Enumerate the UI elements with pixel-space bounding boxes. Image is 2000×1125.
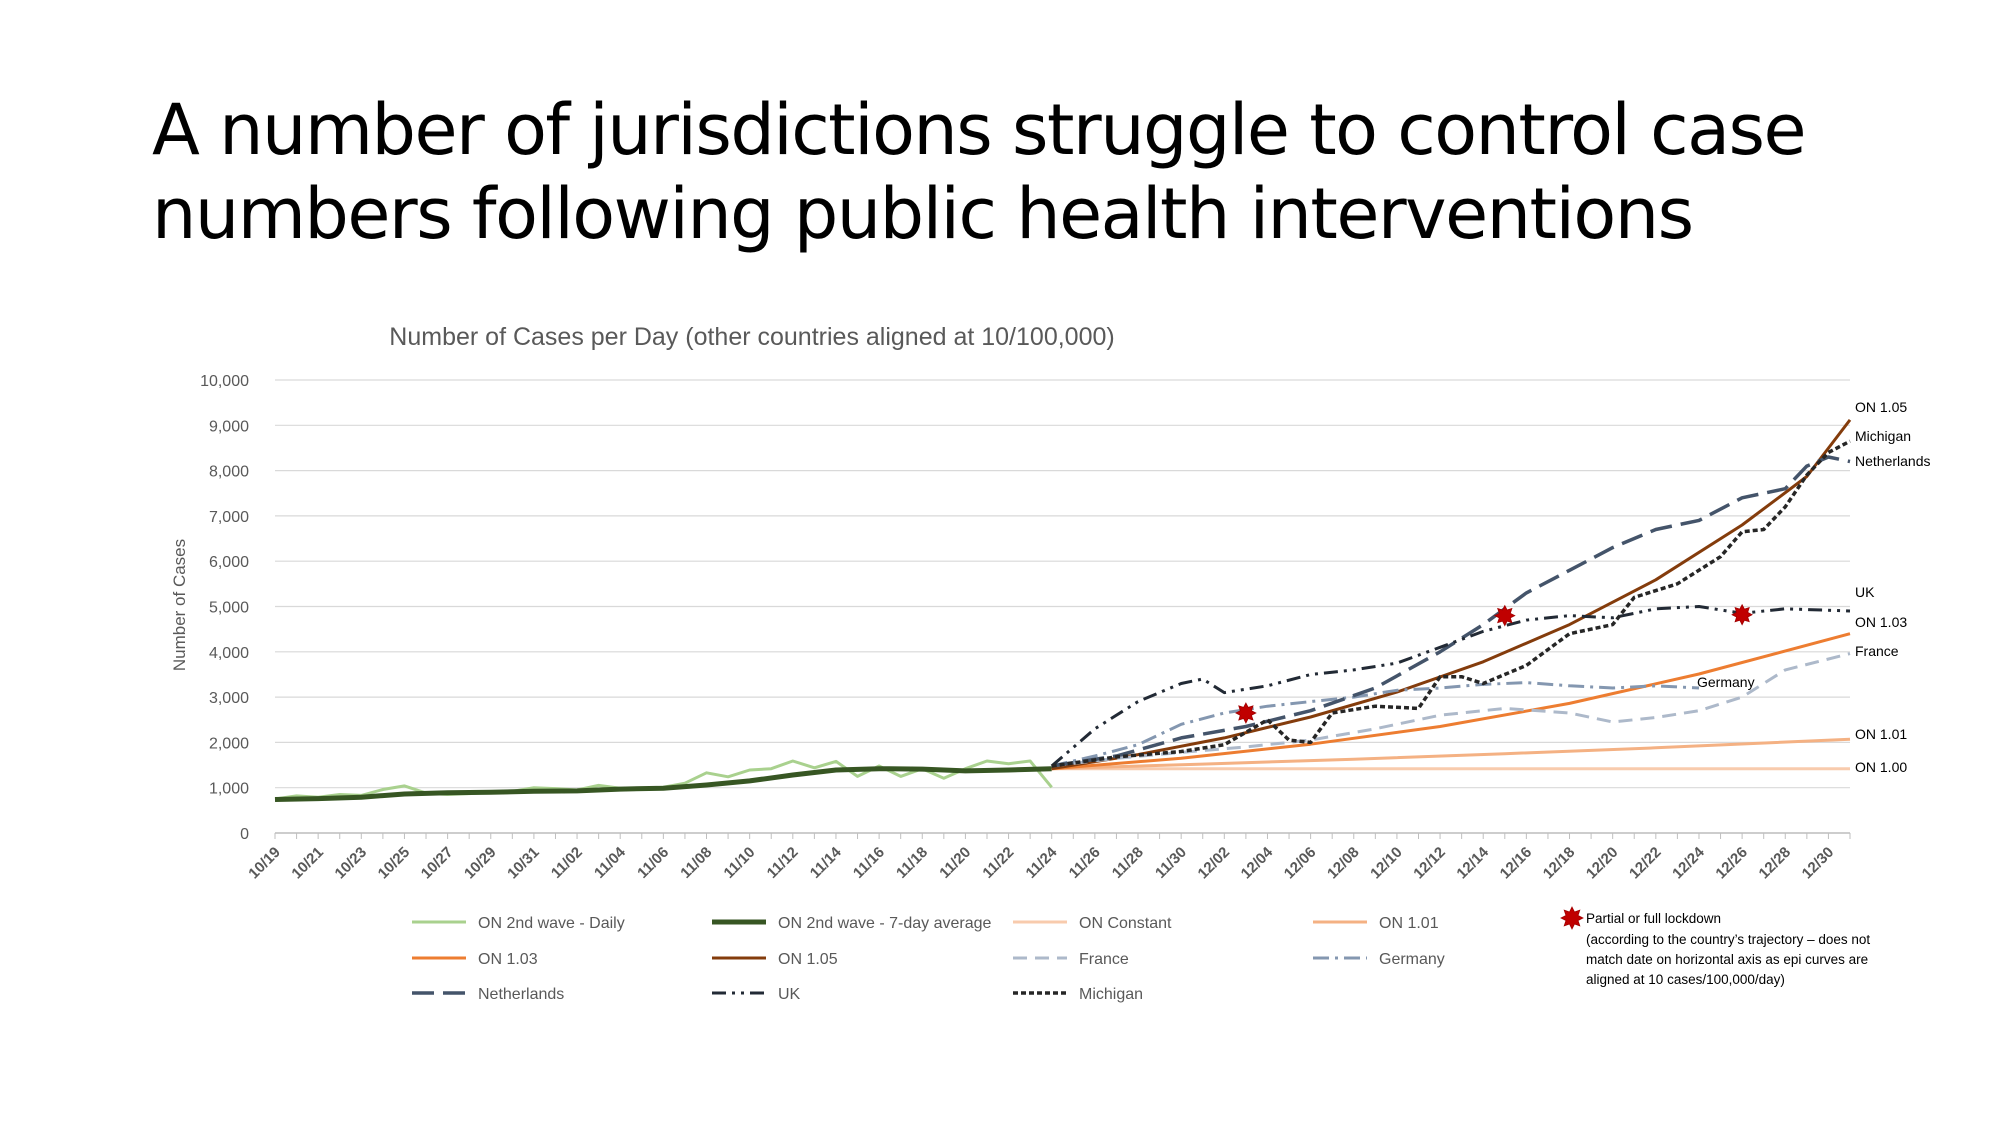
y-axis-label: Number of Cases [170, 539, 189, 671]
legend-lockdown-note: aligned at 10 cases/100,000/day) [1586, 972, 1785, 987]
y-tick-label: 6,000 [209, 554, 249, 571]
x-tick-label: 12/16 [1497, 844, 1536, 883]
x-tick-label: 12/12 [1410, 844, 1449, 883]
y-tick-label: 8,000 [209, 464, 249, 481]
x-tick-label: 12/24 [1669, 843, 1708, 882]
chart-title: Number of Cases per Day (other countries… [389, 323, 1114, 351]
x-tick-label: 10/27 [418, 844, 457, 883]
slide-title: A number of jurisdictions struggle to co… [152, 88, 1912, 256]
y-tick-label: 10,000 [200, 373, 249, 390]
lockdown-marker [1493, 604, 1516, 627]
end-labels: ON 1.00 ON 1.01 ON 1.03 ON 1.05 France German… [1697, 399, 1931, 775]
legend-label-on-1-01: ON 1.01 [1379, 915, 1439, 932]
series-line-uk [1050, 605, 1851, 768]
x-tick-label: 11/16 [850, 844, 888, 882]
x-tick-label: 11/22 [979, 844, 1017, 882]
end-label-netherlands: Netherlands [1855, 453, 1931, 469]
x-tick-label: 12/04 [1238, 843, 1277, 882]
x-tick-label: 12/30 [1799, 844, 1838, 883]
end-label-michigan: Michigan [1855, 428, 1911, 444]
legend-label-michigan: Michigan [1079, 986, 1143, 1003]
x-tick-label: 11/30 [1152, 844, 1190, 882]
legend-label-netherlands: Netherlands [478, 986, 564, 1003]
x-tick-label: 11/26 [1066, 844, 1104, 882]
series-line-on-1-05 [1051, 418, 1852, 771]
lockdown-marker [1731, 603, 1753, 626]
x-tick-label: 10/21 [288, 844, 327, 883]
series-line-on-2nd-wave-7-day-average [274, 766, 1052, 802]
x-tick-label: 12/28 [1756, 844, 1795, 883]
series-line-france [1051, 652, 1851, 768]
x-tick-label: 11/04 [591, 843, 629, 881]
y-tick-label: 0 [240, 826, 249, 843]
y-tick-label: 2,000 [209, 735, 249, 752]
series-line-on-1-01 [1051, 737, 1851, 771]
legend-label-on-1-03: ON 1.03 [478, 951, 538, 968]
x-tick-label: 11/20 [936, 844, 974, 882]
y-tick-label: 3,000 [209, 690, 249, 707]
y-tick-label: 7,000 [209, 509, 249, 526]
x-tick-label: 11/18 [893, 844, 931, 882]
y-tick-label: 1,000 [209, 781, 249, 798]
legend: ON 2nd wave - Daily ON 2nd wave - 7-day a… [412, 906, 1870, 1003]
legend-label-uk: UK [778, 986, 801, 1003]
y-tick-label: 5,000 [209, 600, 249, 617]
end-label-uk: UK [1855, 584, 1875, 600]
legend-lockdown-label: Partial or full lockdown [1586, 911, 1721, 926]
x-tick-label: 11/12 [764, 844, 802, 882]
y-tick-label: 9,000 [209, 418, 249, 435]
x-tick-label: 11/02 [548, 844, 586, 882]
legend-lockdown-marker [1560, 906, 1584, 930]
axes: 0 1,000 2,000 3,000 4,000 5,000 6,000 7,000 8,00… [200, 373, 1851, 883]
markers [1235, 603, 1753, 724]
series-line-michigan [1051, 439, 1851, 768]
x-tick-label: 12/26 [1712, 844, 1751, 883]
legend-label-on-1-05: ON 1.05 [778, 951, 838, 968]
y-tick-label: 4,000 [209, 645, 249, 662]
end-label-on-1-00: ON 1.00 [1855, 759, 1907, 775]
legend-label-on-2nd-wave-7-day-average: ON 2nd wave - 7-day average [778, 915, 992, 932]
x-tick-label: 12/14 [1453, 843, 1492, 882]
x-tick-label: 11/08 [677, 844, 715, 882]
x-tick-label: 11/28 [1109, 844, 1147, 882]
x-tick-label: 11/10 [721, 844, 759, 882]
x-tick-label: 12/08 [1324, 844, 1363, 883]
x-tick-label: 10/23 [332, 844, 371, 883]
end-label-on-1-03: ON 1.03 [1855, 614, 1907, 630]
x-tick-label: 10/29 [461, 844, 500, 883]
x-tick-label: 12/18 [1540, 844, 1579, 883]
series-line-netherlands [1051, 455, 1851, 768]
x-tick-label: 12/10 [1367, 844, 1406, 883]
series-line-on-1-03 [1051, 632, 1851, 771]
x-tick-label: 12/22 [1626, 844, 1665, 883]
legend-label-germany: Germany [1379, 951, 1445, 968]
series [274, 418, 1852, 802]
end-label-on-1-01: ON 1.01 [1855, 726, 1907, 742]
x-tick-label: 12/02 [1195, 844, 1234, 883]
lockdown-marker [1235, 702, 1257, 724]
legend-label-on-2nd-wave-daily: ON 2nd wave - Daily [478, 915, 625, 932]
end-label-france: France [1855, 643, 1899, 659]
grid [275, 379, 1850, 834]
x-tick-label: 10/31 [504, 844, 543, 883]
end-label-on-1-05: ON 1.05 [1855, 399, 1907, 415]
legend-lockdown-note: match date on horizontal axis as epi cur… [1586, 952, 1868, 967]
slide-title-line2: numbers following public health interven… [152, 173, 1694, 255]
legend-lockdown-note: (according to the country’s trajectory –… [1586, 932, 1870, 947]
x-tick-label: 11/14 [807, 843, 845, 881]
legend-label-france: France [1079, 951, 1129, 968]
legend-label-on-constant: ON Constant [1079, 915, 1172, 932]
x-tick-label: 10/25 [375, 844, 414, 883]
x-tick-label: 11/06 [634, 844, 672, 882]
series-line-germany [1051, 681, 1700, 768]
slide-title-line1: A number of jurisdictions struggle to co… [152, 89, 1807, 171]
x-tick-label: 11/24 [1023, 843, 1061, 881]
x-tick-label: 12/06 [1281, 844, 1320, 883]
end-label-germany: Germany [1697, 674, 1755, 690]
x-tick-label: 12/20 [1583, 844, 1622, 883]
x-tick-label: 10/19 [245, 844, 284, 883]
